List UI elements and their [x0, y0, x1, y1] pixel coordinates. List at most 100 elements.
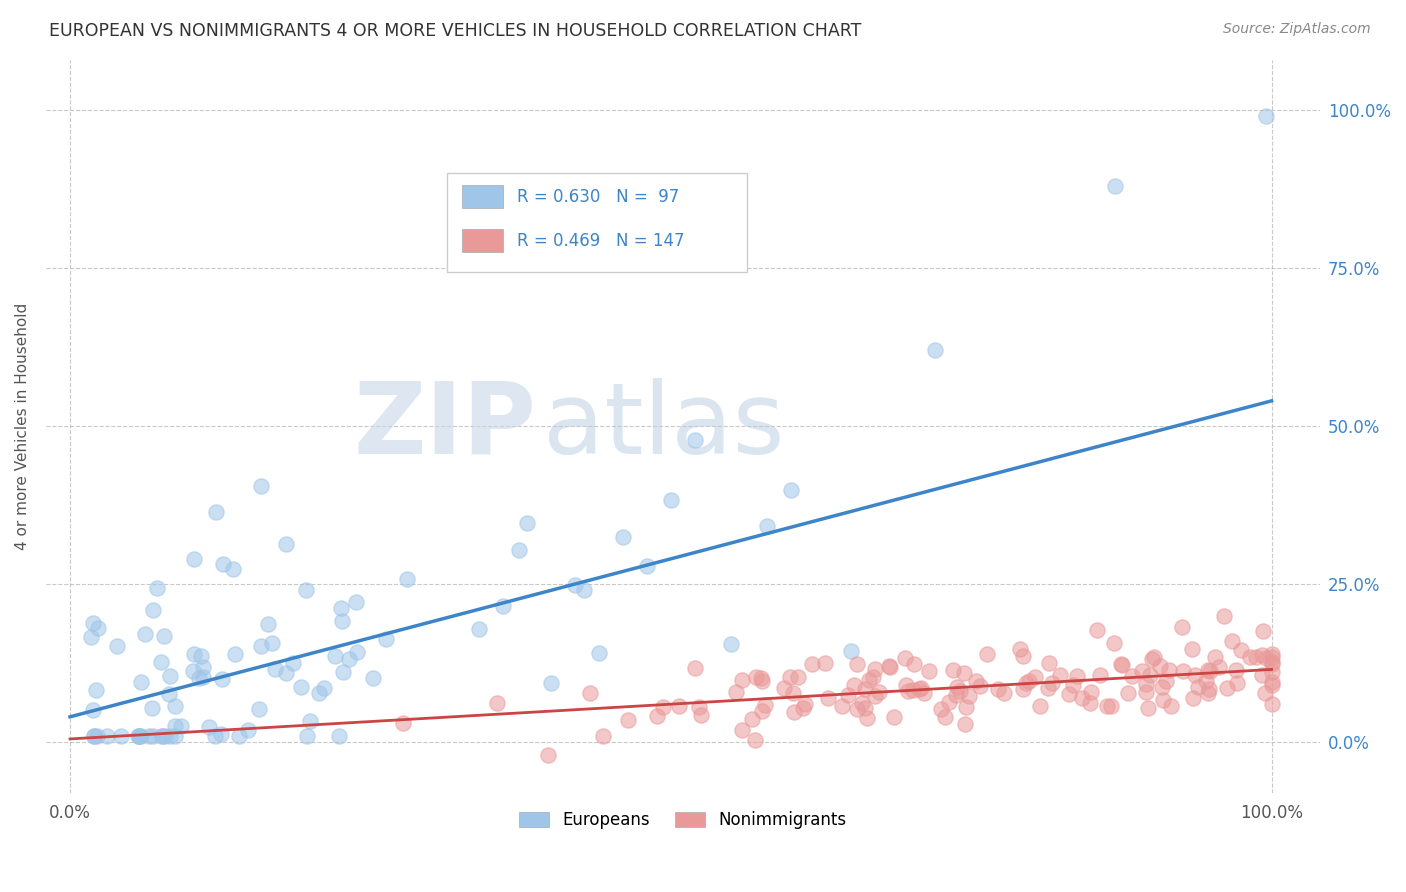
Point [1204, 650, 1226, 665]
Point [129, 729, 152, 743]
Point [1008, 641, 1031, 656]
Point [540, 675, 562, 690]
Point [1246, 649, 1268, 664]
Point [744, 670, 766, 684]
Point [150, 655, 173, 669]
Point [308, 686, 330, 700]
Point [374, 632, 396, 646]
Point [332, 665, 354, 679]
Point [751, 673, 773, 688]
Point [651, 700, 673, 714]
Point [863, 662, 886, 676]
Point [942, 664, 965, 678]
Point [1216, 681, 1239, 695]
Point [731, 673, 754, 687]
Point [1197, 663, 1219, 677]
Point [579, 685, 602, 699]
Point [1173, 664, 1195, 678]
Text: Source: ZipAtlas.com: Source: ZipAtlas.com [1223, 22, 1371, 37]
Point [782, 686, 804, 700]
Point [204, 729, 226, 743]
Point [491, 599, 513, 614]
Text: R = 0.469   N = 147: R = 0.469 N = 147 [517, 232, 685, 250]
Point [83, 729, 105, 743]
Point [987, 682, 1010, 697]
Point [1154, 674, 1177, 689]
Point [1099, 698, 1122, 713]
Point [855, 701, 877, 715]
Point [1111, 657, 1133, 672]
Point [1029, 699, 1052, 714]
Point [467, 622, 489, 636]
Point [222, 562, 245, 576]
Point [659, 493, 682, 508]
Point [516, 516, 538, 530]
Point [276, 665, 298, 680]
Legend: Europeans, Nonimmigrants: Europeans, Nonimmigrants [512, 805, 853, 836]
Point [924, 343, 946, 358]
Point [787, 670, 810, 684]
Point [1208, 659, 1230, 673]
Point [159, 729, 181, 743]
Point [170, 719, 193, 733]
Point [1135, 677, 1157, 691]
Point [86, 729, 108, 743]
Point [903, 683, 925, 698]
Point [969, 679, 991, 693]
Point [993, 686, 1015, 700]
Point [238, 723, 260, 737]
Point [877, 658, 900, 673]
Point [190, 648, 212, 663]
Point [1251, 648, 1274, 662]
Point [868, 685, 890, 699]
Text: ZIP: ZIP [353, 377, 536, 475]
Point [1254, 110, 1277, 124]
FancyBboxPatch shape [447, 173, 747, 272]
Point [396, 573, 419, 587]
Point [683, 661, 706, 675]
Point [1024, 670, 1046, 684]
Point [312, 681, 335, 695]
Point [128, 729, 150, 743]
Text: R = 0.630   N =  97: R = 0.630 N = 97 [517, 187, 679, 206]
Point [1260, 675, 1282, 690]
Point [616, 714, 638, 728]
Point [1171, 620, 1194, 634]
Point [159, 669, 181, 683]
Point [783, 705, 806, 719]
Point [537, 747, 560, 762]
Point [1102, 635, 1125, 649]
Point [1253, 624, 1275, 639]
Point [163, 698, 186, 713]
Point [1062, 678, 1084, 692]
Point [337, 651, 360, 665]
Point [883, 710, 905, 724]
Point [1197, 686, 1219, 700]
Point [754, 698, 776, 712]
Point [903, 657, 925, 671]
Point [907, 681, 929, 696]
Point [976, 647, 998, 661]
Point [929, 702, 952, 716]
Point [1198, 681, 1220, 696]
Point [191, 660, 214, 674]
Point [793, 697, 815, 711]
Point [128, 729, 150, 743]
Point [1159, 663, 1181, 677]
Point [1038, 656, 1060, 670]
Point [612, 530, 634, 544]
Point [858, 673, 880, 687]
Point [690, 707, 713, 722]
Point [392, 715, 415, 730]
Point [1260, 678, 1282, 692]
Point [323, 649, 346, 664]
Point [856, 711, 879, 725]
Point [281, 656, 304, 670]
Point [853, 681, 876, 696]
Point [1182, 691, 1205, 706]
Point [260, 636, 283, 650]
Point [1254, 686, 1277, 700]
Point [127, 729, 149, 743]
Point [264, 662, 287, 676]
Point [87, 621, 110, 635]
